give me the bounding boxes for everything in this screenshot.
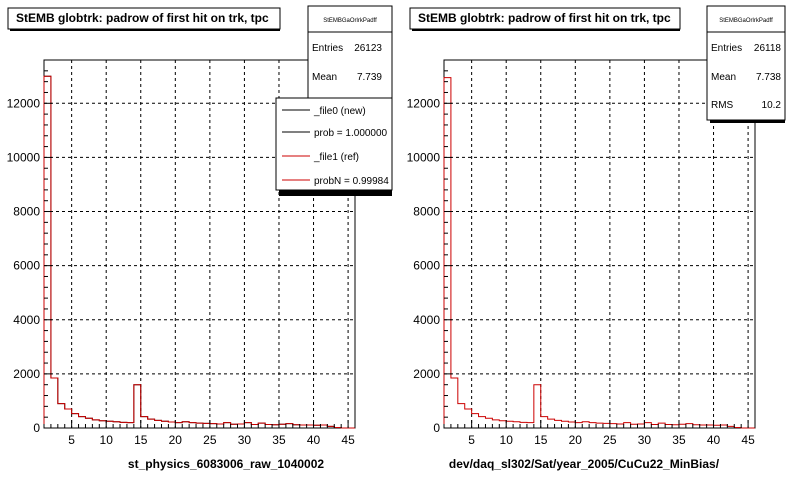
x-tick-label: 30 [238,433,252,447]
title-box-right: StEMB globtrk: padrow of first hit on tr… [409,7,681,31]
stats-mean-label-right: Mean [711,72,736,83]
title-box-left: StEMB globtrk: padrow of first hit on tr… [7,7,281,31]
y-tick-label: 6000 [13,259,40,273]
x-tick-label: 45 [741,433,755,447]
x-tick-label: 35 [272,433,286,447]
x-axis-label-left: st_physics_6083006_raw_1040002 [128,457,324,471]
y-tick-label: 4000 [413,313,440,327]
x-tick-label: 20 [169,433,183,447]
legend-entry-ref: _file1 (ref) [313,152,359,163]
stats-mean-value-right: 7.738 [756,72,781,83]
legend-entry-probn: probN = 0.99984 [314,176,389,187]
y-tick-label: 4000 [13,313,40,327]
x-tick-label: 20 [569,433,583,447]
stats-box-left: StEMBGaOrlrkPadff Entries 26123 Mean 7.7… [307,5,393,99]
x-axis-label-right: dev/daq_sl302/Sat/year_2005/CuCu22_MinBi… [449,457,720,471]
x-tick-label: 10 [100,433,114,447]
x-tick-label: 15 [534,433,548,447]
stats-header-right: StEMBGaOrlrkPadff [719,18,773,24]
x-tick-label: 25 [203,433,217,447]
histogram-right [443,77,755,429]
stats-entries-value-right: 26118 [754,43,782,54]
stats-mean-value-left: 7.739 [357,72,382,83]
stats-rms-value-right: 10.2 [762,100,782,111]
y-axis-right: 2000 4000 6000 8000 10000 12000 0 [407,70,452,435]
stats-mean-label-left: Mean [312,72,337,83]
y-tick-label-zero: 0 [33,421,40,435]
legend-entry-prob: prob = 1.000000 [314,128,388,139]
y-tick-label: 8000 [413,205,440,219]
stats-header-left: StEMBGaOrlrkPadff [323,18,377,24]
y-tick-label: 2000 [413,367,440,381]
x-axis-right: 5 10 15 20 25 30 35 40 45 [443,420,756,447]
y-tick-label: 6000 [413,259,440,273]
stats-entries-value-left: 26123 [354,43,382,54]
y-tick-label: 10000 [7,150,41,164]
histogram-series-ref [43,75,355,429]
x-tick-label: 5 [468,433,475,447]
x-axis-left: 5 10 15 20 25 30 35 40 45 [43,420,356,447]
legend-left: _file0 (new) prob = 1.000000 _file1 (ref… [275,97,393,196]
x-tick-label: 10 [500,433,514,447]
x-tick-label: 5 [68,433,75,447]
y-tick-label: 8000 [13,205,40,219]
histogram-left [43,75,355,429]
y-tick-label: 2000 [13,367,40,381]
x-tick-label: 40 [307,433,321,447]
x-tick-label: 45 [341,433,355,447]
stats-entries-label-left: Entries [312,43,343,54]
x-tick-label: 40 [707,433,721,447]
panel-left: StEMB globtrk: padrow of first hit on tr… [7,5,393,471]
x-tick-label: 25 [603,433,617,447]
legend-entry-new: _file0 (new) [313,106,366,117]
y-tick-label: 10000 [407,150,441,164]
y-tick-label-zero: 0 [433,421,440,435]
stats-entries-label-right: Entries [711,43,742,54]
y-tick-label: 12000 [7,96,41,110]
chart-title-right: StEMB globtrk: padrow of first hit on tr… [418,11,671,25]
y-tick-label: 12000 [407,96,441,110]
x-tick-label: 15 [134,433,148,447]
grid-right [444,60,755,428]
histogram-series-ref [443,77,755,429]
stats-box-right: StEMBGaOrlrkPadff Entries 26118 Mean 7.7… [706,5,786,123]
x-tick-label: 30 [638,433,652,447]
y-axis-left: 2000 4000 6000 8000 10000 12000 0 [7,70,52,435]
panel-right: StEMB globtrk: padrow of first hit on tr… [407,5,786,471]
x-tick-label: 35 [672,433,686,447]
stats-rms-label-right: RMS [711,100,734,111]
chart-title-left: StEMB globtrk: padrow of first hit on tr… [16,11,269,25]
